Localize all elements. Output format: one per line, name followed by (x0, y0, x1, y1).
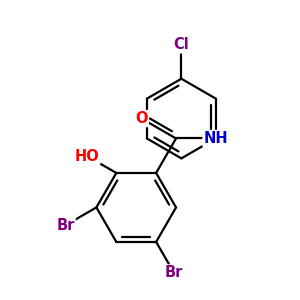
Text: Br: Br (165, 266, 183, 280)
Text: Cl: Cl (173, 38, 189, 52)
Text: HO: HO (75, 148, 99, 164)
Text: Br: Br (56, 218, 75, 233)
Text: NH: NH (203, 131, 228, 146)
Text: O: O (135, 111, 148, 126)
